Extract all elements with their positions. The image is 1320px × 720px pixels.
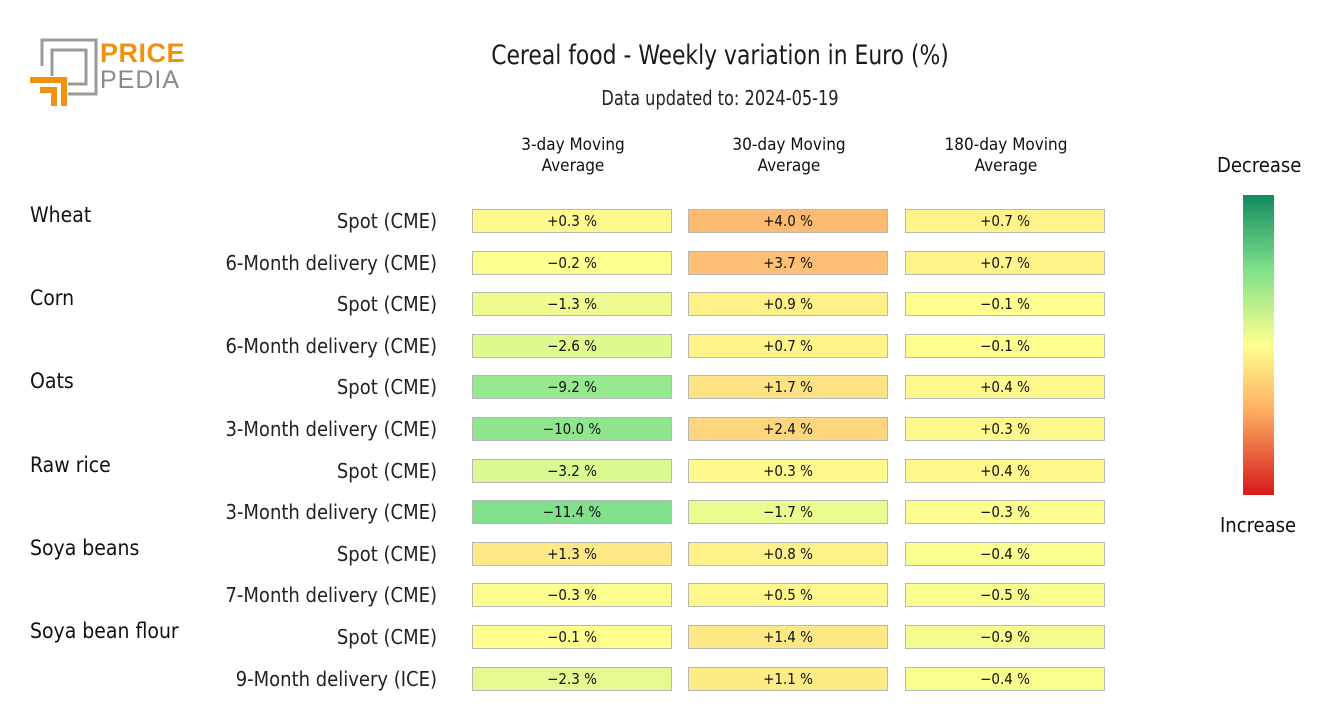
heatmap-cell-wheat-2-col1: −0.2 % (472, 250, 672, 275)
heatmap-cell-wheat-1-col2: +4.0 % (688, 209, 888, 233)
group-label-oats: Oats (30, 369, 74, 394)
row-label-wheat-2: 6-Month delivery (CME) (225, 250, 437, 275)
chart-subtitle: Data updated to: 2024-05-19 (601, 86, 839, 110)
heatmap-cell-raw-rice-2-col2: −1.7 % (688, 500, 888, 525)
heatmap-cell-wheat-1-col3: +0.7 % (905, 209, 1105, 233)
color-scale-bar (1243, 195, 1274, 495)
row-label-soya-beans-1: Spot (CME) (336, 541, 437, 566)
heatmap-cell-raw-rice-2-col1: −11.4 % (472, 500, 672, 525)
heatmap-cell-soya-bean-flour-1-col3: −0.9 % (905, 625, 1105, 649)
row-label-wheat-1: Spot (CME) (336, 209, 437, 233)
heatmap-cell-corn-1-col3: −0.1 % (905, 292, 1105, 317)
logo-mark-icon (30, 38, 98, 106)
row-label-corn-1: Spot (CME) (336, 292, 437, 317)
pricepedia-logo: PRICE PEDIA (28, 36, 188, 110)
group-label-wheat: Wheat (30, 203, 92, 227)
heatmap-cell-raw-rice-1-col3: +0.4 % (905, 458, 1105, 483)
heatmap-cell-soya-bean-flour-2-col3: −0.4 % (905, 666, 1105, 691)
row-label-oats-1: Spot (CME) (336, 375, 437, 400)
group-label-soya-beans: Soya beans (30, 535, 140, 560)
heatmap-cell-wheat-2-col3: +0.7 % (905, 250, 1105, 275)
heatmap-cell-corn-2-col1: −2.6 % (472, 333, 672, 358)
heatmap-cell-oats-1-col3: +0.4 % (905, 375, 1105, 400)
heatmap-cell-corn-2-col3: −0.1 % (905, 333, 1105, 358)
chart-title: Cereal food - Weekly variation in Euro (… (491, 40, 949, 71)
row-label-soya-bean-flour-1: Spot (CME) (336, 625, 437, 649)
heatmap-cell-soya-beans-2-col3: −0.5 % (905, 583, 1105, 608)
color-scale-gradient (1243, 195, 1274, 495)
heatmap-cell-soya-beans-1-col1: +1.3 % (472, 541, 672, 566)
row-label-soya-bean-flour-2: 9-Month delivery (ICE) (235, 666, 437, 691)
group-label-soya-bean-flour: Soya bean flour (30, 619, 179, 643)
heatmap-cell-oats-1-col2: +1.7 % (688, 375, 888, 400)
group-label-raw-rice: Raw rice (30, 452, 111, 477)
heatmap-cell-wheat-2-col2: +3.7 % (688, 250, 888, 275)
legend-decrease-label: Decrease (1217, 153, 1302, 177)
heatmap-cell-wheat-1-col1: +0.3 % (472, 209, 672, 233)
row-label-raw-rice-1: Spot (CME) (336, 458, 437, 483)
heatmap-cell-soya-beans-1-col3: −0.4 % (905, 541, 1105, 566)
logo-text-price: PRICE (100, 38, 186, 68)
heatmap-cell-oats-1-col1: −9.2 % (472, 375, 672, 400)
heatmap-cell-soya-bean-flour-2-col2: +1.1 % (688, 666, 888, 691)
row-label-corn-2: 6-Month delivery (CME) (225, 333, 437, 358)
heatmap-cell-soya-bean-flour-2-col1: −2.3 % (472, 666, 672, 691)
column-header-3: 180-day Moving Average (944, 135, 1068, 176)
heatmap-cell-raw-rice-1-col2: +0.3 % (688, 458, 888, 483)
column-header-2: 30-day Moving Average (732, 135, 846, 176)
heatmap-cell-corn-1-col2: +0.9 % (688, 292, 888, 317)
heatmap-cell-raw-rice-1-col1: −3.2 % (472, 458, 672, 483)
heatmap-cell-soya-beans-1-col2: +0.8 % (688, 541, 888, 566)
column-header-1: 3-day Moving Average (521, 135, 625, 176)
row-label-raw-rice-2: 3-Month delivery (CME) (225, 500, 437, 525)
heatmap-cell-soya-bean-flour-1-col1: −0.1 % (472, 625, 672, 649)
heatmap-cell-raw-rice-2-col3: −0.3 % (905, 500, 1105, 525)
logo-text-pedia: PEDIA (100, 66, 181, 94)
heatmap-cell-soya-beans-2-col2: +0.5 % (688, 583, 888, 608)
heatmap-cell-oats-2-col3: +0.3 % (905, 417, 1105, 441)
row-label-oats-2: 3-Month delivery (CME) (225, 417, 437, 441)
legend-increase-label: Increase (1220, 513, 1297, 537)
heatmap-cell-corn-1-col1: −1.3 % (472, 292, 672, 317)
row-label-soya-beans-2: 7-Month delivery (CME) (225, 583, 437, 608)
heatmap-cell-soya-beans-2-col1: −0.3 % (472, 583, 672, 608)
heatmap-cell-oats-2-col2: +2.4 % (688, 417, 888, 441)
heatmap-cell-soya-bean-flour-1-col2: +1.4 % (688, 625, 888, 649)
group-label-corn: Corn (30, 286, 75, 311)
heatmap-cell-corn-2-col2: +0.7 % (688, 333, 888, 358)
heatmap-cell-oats-2-col1: −10.0 % (472, 417, 672, 441)
